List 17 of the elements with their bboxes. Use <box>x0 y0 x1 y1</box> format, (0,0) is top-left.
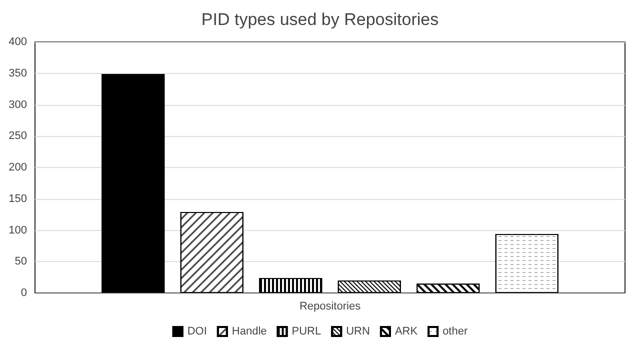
legend-label: URN <box>346 326 370 338</box>
y-tick-label: 50 <box>14 256 27 268</box>
y-tick-label: 150 <box>8 192 27 205</box>
y-tick-label: 100 <box>8 224 27 236</box>
y-tick-label: 300 <box>8 98 27 111</box>
legend-label: ARK <box>394 326 418 338</box>
chart-title: PID types used by Repositories <box>201 10 439 29</box>
y-tick-label: 400 <box>8 36 27 48</box>
y-tick-label: 0 <box>20 287 27 299</box>
legend-label: other <box>442 326 468 338</box>
legend-label: Handle <box>232 326 267 338</box>
y-tick-label: 200 <box>8 162 27 174</box>
x-tick-label: Repositories <box>299 300 362 312</box>
legend-label: DOI <box>187 326 207 338</box>
y-tick-label: 250 <box>8 130 27 142</box>
legend-label: PURL <box>292 326 322 338</box>
y-tick-label: 350 <box>8 67 27 80</box>
